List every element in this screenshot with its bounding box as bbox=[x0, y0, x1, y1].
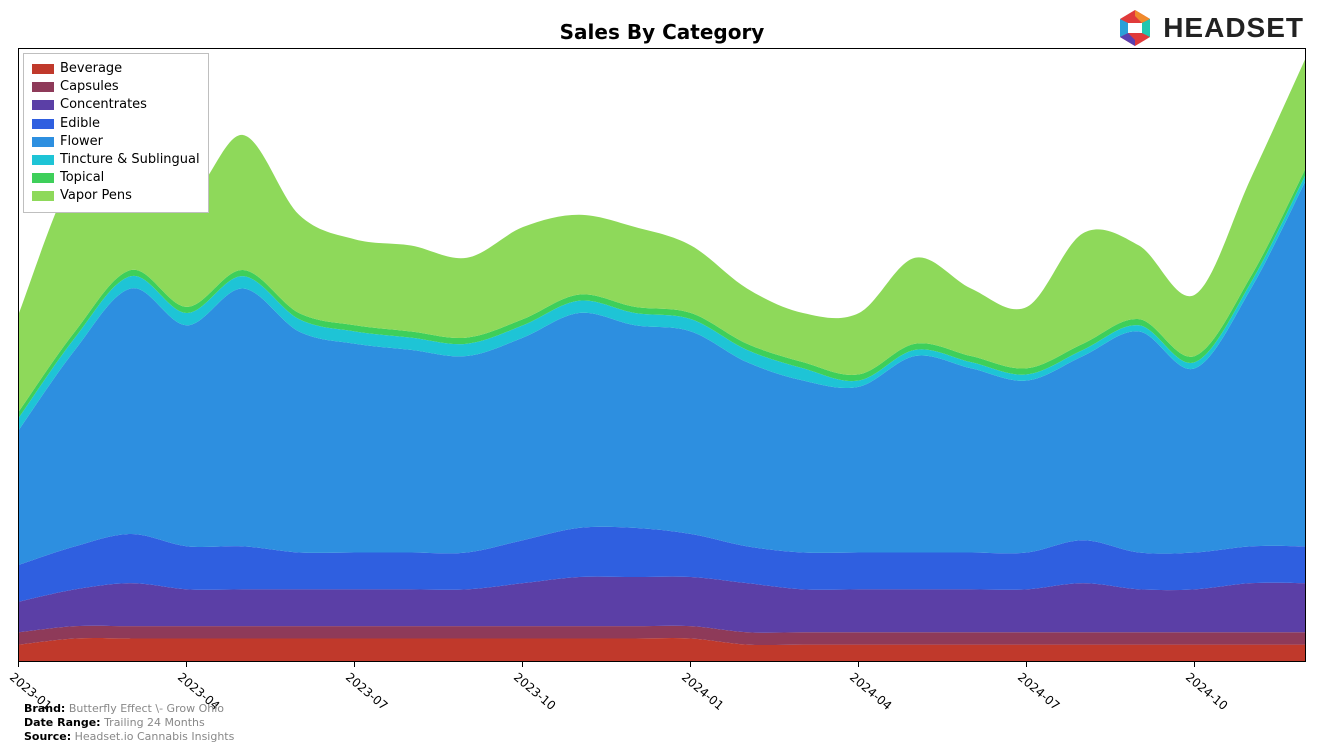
x-tick bbox=[18, 662, 19, 667]
x-tick bbox=[186, 662, 187, 667]
legend-label: Concentrates bbox=[60, 96, 147, 114]
legend-swatch bbox=[32, 82, 54, 92]
footer-date-range: Date Range: Trailing 24 Months bbox=[24, 716, 234, 730]
headset-logo: HEADSET bbox=[1115, 8, 1304, 48]
headset-logo-text: HEADSET bbox=[1163, 12, 1304, 44]
legend-label: Vapor Pens bbox=[60, 187, 132, 205]
footer-brand-key: Brand: bbox=[24, 702, 65, 715]
legend-item-tincture-sublingual: Tincture & Sublingual bbox=[32, 151, 200, 169]
x-tick-label: 2024-07 bbox=[1015, 670, 1062, 713]
legend-swatch bbox=[32, 191, 54, 201]
footer-source-val: Headset.io Cannabis Insights bbox=[75, 730, 235, 743]
footer-source: Source: Headset.io Cannabis Insights bbox=[24, 730, 234, 744]
legend-item-edible: Edible bbox=[32, 115, 200, 133]
legend-swatch bbox=[32, 119, 54, 129]
x-tick-label: 2023-07 bbox=[343, 670, 390, 713]
footer-source-key: Source: bbox=[24, 730, 71, 743]
x-tick bbox=[858, 662, 859, 667]
x-tick-label: 2024-10 bbox=[1183, 670, 1230, 713]
x-tick-label: 2024-04 bbox=[847, 670, 894, 713]
legend-item-topical: Topical bbox=[32, 169, 200, 187]
chart-legend: BeverageCapsulesConcentratesEdibleFlower… bbox=[23, 53, 209, 213]
legend-swatch bbox=[32, 173, 54, 183]
legend-label: Topical bbox=[60, 169, 104, 187]
footer-date-key: Date Range: bbox=[24, 716, 101, 729]
legend-item-flower: Flower bbox=[32, 133, 200, 151]
x-tick bbox=[1026, 662, 1027, 667]
footer-brand-val: Butterfly Effect \- Grow Ohio bbox=[69, 702, 224, 715]
x-tick bbox=[690, 662, 691, 667]
chart-plot-area: BeverageCapsulesConcentratesEdibleFlower… bbox=[18, 48, 1306, 662]
legend-label: Tincture & Sublingual bbox=[60, 151, 200, 169]
x-tick bbox=[522, 662, 523, 667]
legend-swatch bbox=[32, 137, 54, 147]
legend-item-concentrates: Concentrates bbox=[32, 96, 200, 114]
legend-label: Edible bbox=[60, 115, 100, 133]
headset-logo-icon bbox=[1115, 8, 1155, 48]
legend-label: Beverage bbox=[60, 60, 122, 78]
legend-item-capsules: Capsules bbox=[32, 78, 200, 96]
x-tick-label: 2023-10 bbox=[511, 670, 558, 713]
stacked-area-svg bbox=[19, 49, 1306, 662]
footer-brand: Brand: Butterfly Effect \- Grow Ohio bbox=[24, 702, 234, 716]
legend-label: Capsules bbox=[60, 78, 119, 96]
x-tick bbox=[1194, 662, 1195, 667]
legend-item-vapor-pens: Vapor Pens bbox=[32, 187, 200, 205]
legend-swatch bbox=[32, 100, 54, 110]
legend-swatch bbox=[32, 64, 54, 74]
x-tick bbox=[354, 662, 355, 667]
x-tick-label: 2024-01 bbox=[679, 670, 726, 713]
footer-date-val: Trailing 24 Months bbox=[104, 716, 205, 729]
legend-item-beverage: Beverage bbox=[32, 60, 200, 78]
legend-swatch bbox=[32, 155, 54, 165]
legend-label: Flower bbox=[60, 133, 103, 151]
chart-footer: Brand: Butterfly Effect \- Grow Ohio Dat… bbox=[24, 702, 234, 743]
